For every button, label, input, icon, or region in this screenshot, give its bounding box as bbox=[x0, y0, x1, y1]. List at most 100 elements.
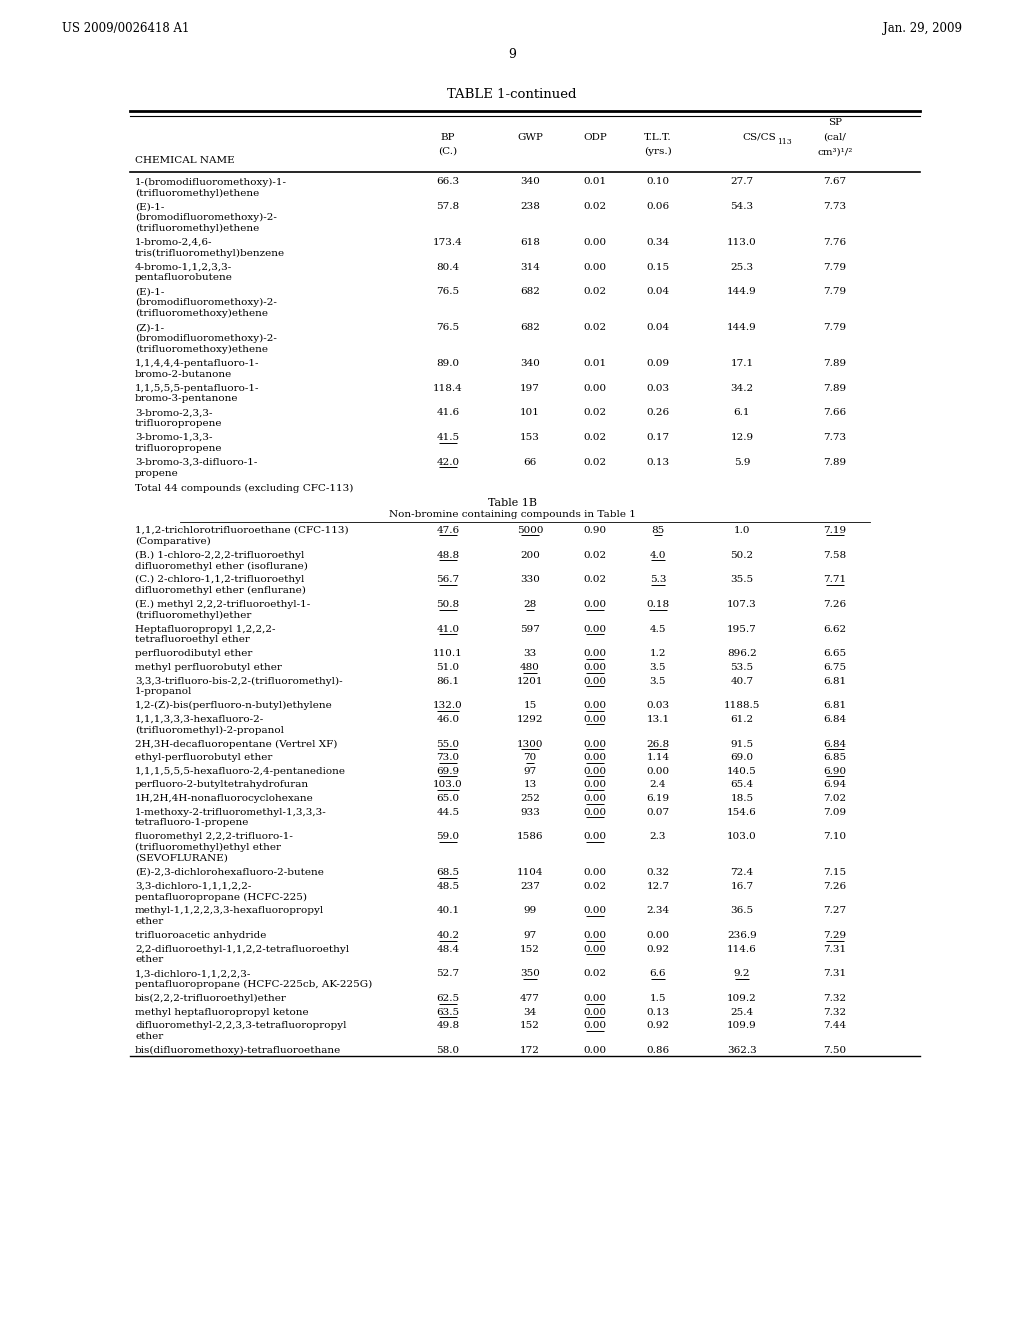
Text: 6.6: 6.6 bbox=[650, 969, 667, 978]
Text: 89.0: 89.0 bbox=[436, 359, 460, 368]
Text: Non-bromine containing compounds in Table 1: Non-bromine containing compounds in Tabl… bbox=[388, 510, 636, 519]
Text: 1300: 1300 bbox=[517, 739, 544, 748]
Text: 1201: 1201 bbox=[517, 677, 544, 685]
Text: 70: 70 bbox=[523, 754, 537, 762]
Text: 9.2: 9.2 bbox=[734, 969, 751, 978]
Text: 140.5: 140.5 bbox=[727, 767, 757, 776]
Text: 7.71: 7.71 bbox=[823, 576, 847, 585]
Text: 28: 28 bbox=[523, 599, 537, 609]
Text: 51.0: 51.0 bbox=[436, 663, 460, 672]
Text: 7.32: 7.32 bbox=[823, 994, 847, 1003]
Text: 2.3: 2.3 bbox=[650, 832, 667, 841]
Text: 44.5: 44.5 bbox=[436, 808, 460, 817]
Text: 0.00: 0.00 bbox=[584, 238, 606, 247]
Text: Total 44 compounds (excluding CFC-113): Total 44 compounds (excluding CFC-113) bbox=[135, 483, 353, 492]
Text: 0.03: 0.03 bbox=[646, 701, 670, 710]
Text: 0.00: 0.00 bbox=[584, 907, 606, 915]
Text: 0.13: 0.13 bbox=[646, 1007, 670, 1016]
Text: ethyl-perfluorobutyl ether: ethyl-perfluorobutyl ether bbox=[135, 754, 272, 762]
Text: 91.5: 91.5 bbox=[730, 739, 754, 748]
Text: 154.6: 154.6 bbox=[727, 808, 757, 817]
Text: 132.0: 132.0 bbox=[433, 701, 463, 710]
Text: 477: 477 bbox=[520, 994, 540, 1003]
Text: 107.3: 107.3 bbox=[727, 599, 757, 609]
Text: 55.0: 55.0 bbox=[436, 739, 460, 748]
Text: 118.4: 118.4 bbox=[433, 384, 463, 393]
Text: 2.4: 2.4 bbox=[650, 780, 667, 789]
Text: 0.34: 0.34 bbox=[646, 238, 670, 247]
Text: 7.26: 7.26 bbox=[823, 599, 847, 609]
Text: 4-bromo-1,1,2,3,3-
pentafluorobutene: 4-bromo-1,1,2,3,3- pentafluorobutene bbox=[135, 263, 232, 282]
Text: Table 1B: Table 1B bbox=[487, 498, 537, 508]
Text: 144.9: 144.9 bbox=[727, 288, 757, 297]
Text: (C.): (C.) bbox=[438, 147, 458, 156]
Text: 25.4: 25.4 bbox=[730, 1007, 754, 1016]
Text: 48.5: 48.5 bbox=[436, 882, 460, 891]
Text: 76.5: 76.5 bbox=[436, 288, 460, 297]
Text: 7.29: 7.29 bbox=[823, 931, 847, 940]
Text: 4.0: 4.0 bbox=[650, 550, 667, 560]
Text: 0.32: 0.32 bbox=[646, 869, 670, 876]
Text: 1,2-(Z)-bis(perfluoro-n-butyl)ethylene: 1,2-(Z)-bis(perfluoro-n-butyl)ethylene bbox=[135, 701, 333, 710]
Text: 12.9: 12.9 bbox=[730, 433, 754, 442]
Text: 41.5: 41.5 bbox=[436, 433, 460, 442]
Text: 2.34: 2.34 bbox=[646, 907, 670, 915]
Text: 97: 97 bbox=[523, 767, 537, 776]
Text: 0.86: 0.86 bbox=[646, 1045, 670, 1055]
Text: 197: 197 bbox=[520, 384, 540, 393]
Text: 7.15: 7.15 bbox=[823, 869, 847, 876]
Text: GWP: GWP bbox=[517, 132, 543, 141]
Text: 7.73: 7.73 bbox=[823, 202, 847, 211]
Text: 113: 113 bbox=[777, 139, 793, 147]
Text: (E)-1-
(bromodifluoromethoxy)-2-
(trifluoromethoxy)ethene: (E)-1- (bromodifluoromethoxy)-2- (triflu… bbox=[135, 288, 276, 318]
Text: cm³)¹/²: cm³)¹/² bbox=[817, 148, 853, 157]
Text: 16.7: 16.7 bbox=[730, 882, 754, 891]
Text: 68.5: 68.5 bbox=[436, 869, 460, 876]
Text: 7.79: 7.79 bbox=[823, 288, 847, 297]
Text: 0.00: 0.00 bbox=[584, 793, 606, 803]
Text: 7.73: 7.73 bbox=[823, 433, 847, 442]
Text: 0.02: 0.02 bbox=[584, 969, 606, 978]
Text: 58.0: 58.0 bbox=[436, 1045, 460, 1055]
Text: 682: 682 bbox=[520, 288, 540, 297]
Text: 0.00: 0.00 bbox=[584, 677, 606, 685]
Text: 6.19: 6.19 bbox=[646, 793, 670, 803]
Text: 109.2: 109.2 bbox=[727, 994, 757, 1003]
Text: 0.92: 0.92 bbox=[646, 945, 670, 953]
Text: 5000: 5000 bbox=[517, 525, 544, 535]
Text: 7.26: 7.26 bbox=[823, 882, 847, 891]
Text: 61.2: 61.2 bbox=[730, 715, 754, 723]
Text: 0.00: 0.00 bbox=[584, 808, 606, 817]
Text: 7.76: 7.76 bbox=[823, 238, 847, 247]
Text: 0.00: 0.00 bbox=[584, 994, 606, 1003]
Text: 0.07: 0.07 bbox=[646, 808, 670, 817]
Text: 6.81: 6.81 bbox=[823, 677, 847, 685]
Text: fluoromethyl 2,2,2-trifluoro-1-
(trifluoromethyl)ethyl ether
(SEVOFLURANE): fluoromethyl 2,2,2-trifluoro-1- (trifluo… bbox=[135, 832, 293, 863]
Text: 33: 33 bbox=[523, 649, 537, 659]
Text: 0.00: 0.00 bbox=[584, 945, 606, 953]
Text: 3,3,3-trifluoro-bis-2,2-(trifluoromethyl)-
1-propanol: 3,3,3-trifluoro-bis-2,2-(trifluoromethyl… bbox=[135, 677, 343, 697]
Text: 4.5: 4.5 bbox=[650, 624, 667, 634]
Text: 69.9: 69.9 bbox=[436, 767, 460, 776]
Text: 1.5: 1.5 bbox=[650, 994, 667, 1003]
Text: 350: 350 bbox=[520, 969, 540, 978]
Text: 7.50: 7.50 bbox=[823, 1045, 847, 1055]
Text: 0.17: 0.17 bbox=[646, 433, 670, 442]
Text: (cal/: (cal/ bbox=[823, 132, 847, 141]
Text: 0.00: 0.00 bbox=[584, 599, 606, 609]
Text: 5.9: 5.9 bbox=[734, 458, 751, 467]
Text: 314: 314 bbox=[520, 263, 540, 272]
Text: 152: 152 bbox=[520, 945, 540, 953]
Text: 76.5: 76.5 bbox=[436, 323, 460, 333]
Text: 1586: 1586 bbox=[517, 832, 544, 841]
Text: 7.02: 7.02 bbox=[823, 793, 847, 803]
Text: 0.00: 0.00 bbox=[646, 767, 670, 776]
Text: (E.) methyl 2,2,2-trifluoroethyl-1-
(trifluoromethyl)ether: (E.) methyl 2,2,2-trifluoroethyl-1- (tri… bbox=[135, 599, 310, 620]
Text: perfluoro-2-butyltetrahydrofuran: perfluoro-2-butyltetrahydrofuran bbox=[135, 780, 309, 789]
Text: 330: 330 bbox=[520, 576, 540, 585]
Text: 0.90: 0.90 bbox=[584, 525, 606, 535]
Text: TABLE 1-continued: TABLE 1-continued bbox=[447, 88, 577, 102]
Text: 36.5: 36.5 bbox=[730, 907, 754, 915]
Text: (E)-1-
(bromodifluoromethoxy)-2-
(trifluoromethyl)ethene: (E)-1- (bromodifluoromethoxy)-2- (triflu… bbox=[135, 202, 276, 234]
Text: 34: 34 bbox=[523, 1007, 537, 1016]
